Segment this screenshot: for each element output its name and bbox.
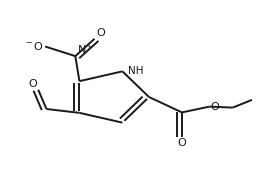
Text: O: O: [210, 102, 219, 112]
Text: O: O: [177, 138, 186, 148]
Text: $^-$O: $^-$O: [24, 41, 44, 53]
Text: N: N: [78, 45, 86, 55]
Text: O: O: [96, 28, 105, 38]
Text: NH: NH: [128, 66, 144, 76]
Text: O: O: [28, 79, 37, 89]
Text: $^+$: $^+$: [85, 44, 92, 53]
